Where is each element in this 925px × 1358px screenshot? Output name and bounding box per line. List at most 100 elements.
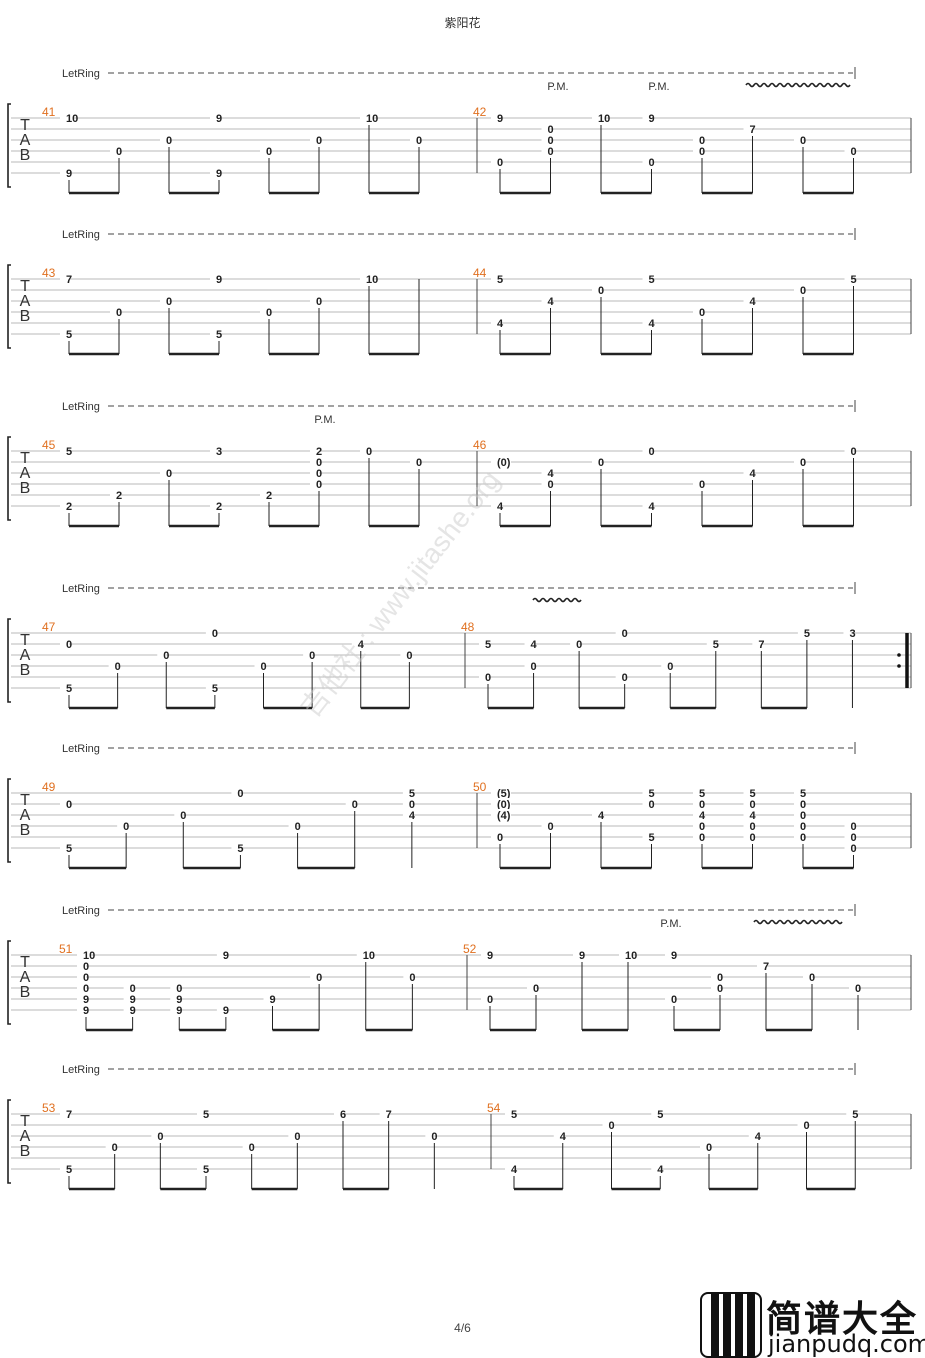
fret-number: 0 [699, 135, 705, 147]
fret-number: 5 [649, 832, 655, 844]
fret-number: 5 [485, 639, 491, 651]
fret-bg [402, 809, 412, 820]
beat: 75 [60, 1108, 72, 1189]
fret-number: 0 [548, 821, 554, 833]
fret-bg [205, 627, 215, 638]
fret-bg [345, 798, 355, 809]
beat: 0 [108, 660, 121, 708]
fret-number: 0 [649, 799, 655, 811]
fret-number: 5 [511, 1109, 517, 1121]
fret-number: 0 [851, 146, 857, 158]
fret-bg [752, 638, 762, 649]
fret-bg [693, 145, 702, 156]
fret-bg [803, 971, 812, 982]
fret-bg [553, 1130, 563, 1141]
fret-bg [743, 123, 753, 134]
fret-bg [844, 145, 854, 156]
fret-number: 4 [649, 501, 656, 513]
fret-bg [402, 798, 412, 809]
fret-number: 4 [358, 639, 365, 651]
fret-number: 0 [261, 661, 267, 673]
fret-number: 4 [699, 810, 706, 822]
tab-clef-letter: A [20, 465, 31, 482]
fret-number: 0 [237, 788, 243, 800]
fret-number: 0 [699, 479, 705, 491]
fret-number: 5 [203, 1109, 209, 1121]
fret-bg [570, 638, 580, 649]
fret-number: 9 [216, 274, 222, 286]
fret-bg [693, 831, 702, 842]
beat: 0 [160, 467, 172, 526]
fret-number: 0 [800, 832, 806, 844]
fret-number: 4 [531, 639, 538, 651]
fret-number: 0 [176, 983, 182, 995]
beat: 0 [541, 820, 554, 868]
fret-bg [743, 831, 753, 842]
fret-bg [844, 842, 854, 853]
fret-number: 0 [66, 639, 72, 651]
measure-number: 48 [461, 620, 475, 634]
fret-bg [619, 949, 633, 960]
fret-number: 10 [363, 950, 375, 962]
fret-number: 0 [800, 135, 806, 147]
beat: 000 [844, 820, 857, 868]
beat: 9 [573, 949, 585, 1030]
fret-number: 0 [316, 296, 322, 308]
fret-bg [642, 798, 652, 809]
beat: 504 [402, 787, 416, 868]
fret-bg [491, 500, 500, 511]
tab-clef-letter: A [20, 132, 31, 149]
fret-number: 9 [579, 950, 585, 962]
tab-clef-letter: B [20, 1143, 31, 1160]
fret-number: 7 [66, 1109, 72, 1121]
fret-number: 0 [699, 799, 705, 811]
fret-bg [197, 1163, 206, 1174]
fret-number: 0 [609, 1120, 615, 1132]
fret-bg [592, 456, 601, 467]
fret-bg [491, 809, 511, 820]
beat: 40 [541, 467, 555, 526]
beat: 05 [231, 787, 244, 868]
beat: 0 [160, 134, 172, 193]
fret-bg [651, 1163, 661, 1174]
fret-bg [491, 831, 500, 842]
system-bracket [7, 1099, 11, 1184]
beat: 0 [592, 456, 604, 526]
fret-number: 5 [497, 274, 503, 286]
fret-bg [263, 993, 273, 1004]
beat: 90 [665, 949, 677, 1030]
fret-bg [642, 787, 652, 798]
fret-number: 0 [800, 810, 806, 822]
fret-bg [210, 273, 219, 284]
fret-bg [700, 1141, 709, 1152]
fret-number: 4 [750, 810, 757, 822]
fret-number: 9 [176, 994, 182, 1006]
fret-bg [797, 1119, 807, 1130]
fret-number: 0 [548, 124, 554, 136]
fret-bg [170, 1004, 180, 1015]
fret-bg [288, 1130, 298, 1141]
fret-number: 0 [800, 821, 806, 833]
beat: 99 [210, 112, 222, 193]
fret-number: 7 [763, 961, 769, 973]
fret-number: 0 [800, 799, 806, 811]
fret-bg [615, 671, 625, 682]
tab-clef-letter: A [20, 969, 31, 986]
fret-number: 5 [851, 274, 857, 286]
fret-bg [711, 982, 720, 993]
vibrato-mark [745, 82, 851, 88]
beat: 54 [651, 1108, 664, 1189]
beat: 0 [174, 809, 186, 868]
fret-number: 0 [667, 661, 673, 673]
fret-number: 3 [849, 628, 855, 640]
beat: 0 [844, 145, 857, 193]
beat: 0 [310, 971, 322, 1030]
let-ring-label: LetRing [62, 1064, 100, 1076]
beat: 0 [700, 1141, 712, 1189]
fret-bg [491, 456, 511, 467]
beat: 0 [592, 284, 604, 354]
fret-bg [481, 993, 490, 1004]
